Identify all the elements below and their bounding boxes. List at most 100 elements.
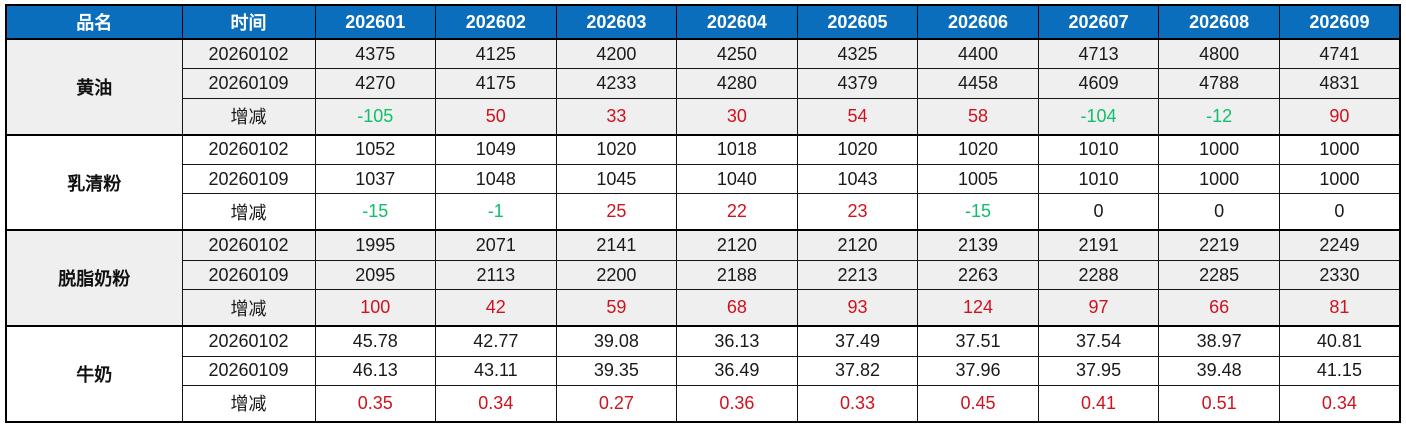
value-cell: 40.81 — [1278, 325, 1401, 357]
value-cell: 4233 — [555, 68, 678, 99]
change-cell: -15 — [917, 193, 1039, 231]
change-cell: 0.33 — [796, 384, 919, 423]
change-cell: 42 — [435, 289, 557, 327]
change-cell: -12 — [1158, 97, 1280, 136]
value-cell: 4788 — [1158, 68, 1280, 99]
change-cell: 0.34 — [1278, 384, 1401, 423]
change-cell: -1 — [435, 193, 557, 231]
value-cell: 4325 — [796, 38, 919, 70]
value-cell: 1040 — [676, 164, 798, 195]
value-cell: 36.49 — [676, 355, 798, 386]
value-cell: 1049 — [435, 133, 557, 166]
product-name: 乳清粉 — [5, 133, 183, 231]
product-name: 牛奶 — [5, 325, 183, 423]
change-cell: 0.27 — [555, 384, 678, 423]
value-cell: 1052 — [314, 133, 437, 166]
change-cell: 81 — [1278, 289, 1401, 327]
value-cell: 37.51 — [917, 325, 1039, 357]
change-cell: 25 — [555, 193, 678, 231]
value-cell: 2120 — [796, 229, 919, 261]
product-name: 脱脂奶粉 — [5, 229, 183, 327]
value-cell: 2188 — [676, 259, 798, 291]
change-cell: 90 — [1278, 97, 1401, 136]
date-row-label: 20260102 — [181, 325, 316, 357]
value-cell: 1020 — [917, 133, 1039, 166]
date-row-label: 20260102 — [181, 133, 316, 166]
change-cell: 124 — [917, 289, 1039, 327]
value-cell: 1010 — [1037, 164, 1160, 195]
change-row-label: 增减 — [181, 193, 316, 231]
header-period: 202607 — [1037, 4, 1160, 40]
value-cell: 37.54 — [1037, 325, 1160, 357]
change-cell: 100 — [314, 289, 437, 327]
header-period: 202609 — [1278, 4, 1401, 40]
value-cell: 41.15 — [1278, 355, 1401, 386]
change-cell: 58 — [917, 97, 1039, 136]
value-cell: 37.96 — [917, 355, 1039, 386]
table-row: 牛奶 20260102 45.78 42.77 39.08 36.13 37.49 37.51… — [5, 325, 1401, 423]
value-cell: 39.48 — [1158, 355, 1280, 386]
date-row-label: 20260109 — [181, 355, 316, 386]
value-cell: 1000 — [1158, 133, 1280, 166]
header-period: 202601 — [314, 4, 437, 40]
value-cell: 4400 — [917, 38, 1039, 70]
value-cell: 37.82 — [796, 355, 919, 386]
value-cell: 1010 — [1037, 133, 1160, 166]
header-product-name: 品名 — [5, 4, 183, 40]
change-cell: 68 — [676, 289, 798, 327]
value-cell: 39.35 — [555, 355, 678, 386]
change-cell: 66 — [1158, 289, 1280, 327]
value-cell: 38.97 — [1158, 325, 1280, 357]
table-row: 20260109 46.13 43.11 39.35 36.49 37.82 37.96 37… — [6, 355, 1401, 386]
change-cell: 0.34 — [435, 384, 557, 423]
change-cell: -104 — [1037, 97, 1160, 136]
change-cell: 0.36 — [676, 384, 798, 423]
header-period: 202606 — [917, 4, 1039, 40]
value-cell: 43.11 — [435, 355, 557, 386]
table-row: 20260109 4270 4175 4233 4280 4379 4458 4609 4788… — [6, 68, 1401, 99]
change-cell: 23 — [796, 193, 919, 231]
value-cell: 2139 — [917, 229, 1039, 261]
table-row: 增减 100 42 59 68 93 124 97 66 81 — [6, 289, 1401, 327]
value-cell: 4379 — [796, 68, 919, 99]
change-cell: 0 — [1037, 193, 1160, 231]
change-cell: 50 — [435, 97, 557, 136]
date-row-label: 20260102 — [181, 38, 316, 70]
value-cell: 2141 — [555, 229, 678, 261]
header-time: 时间 — [181, 4, 316, 40]
value-cell: 1005 — [917, 164, 1039, 195]
header-period: 202602 — [435, 4, 557, 40]
change-cell: 59 — [555, 289, 678, 327]
value-cell: 45.78 — [314, 325, 437, 357]
value-cell: 46.13 — [314, 355, 437, 386]
value-cell: 36.13 — [676, 325, 798, 357]
table-row: 20260109 2095 2113 2200 2188 2213 2263 2288 2285… — [6, 259, 1401, 291]
table-row: 20260109 1037 1048 1045 1040 1043 1005 1010 1000… — [6, 164, 1401, 195]
change-row-label: 增减 — [181, 289, 316, 327]
change-cell: 0 — [1158, 193, 1280, 231]
header-row: 品名 时间 202601 202602 202603 202604 202605 2026… — [5, 4, 1401, 40]
change-cell: 0.35 — [314, 384, 437, 423]
table-row: 黄油 20260102 4375 4125 4200 4250 4325 4400 4713 48… — [5, 38, 1401, 136]
value-cell: 2120 — [676, 229, 798, 261]
table-row: 乳清粉 20260102 1052 1049 1020 1018 1020 1020 1010 1… — [5, 133, 1401, 231]
value-cell: 4375 — [314, 38, 437, 70]
table-row: 脱脂奶粉 20260102 1995 2071 2141 2120 2120 2139 2191… — [5, 229, 1401, 327]
value-cell: 1020 — [796, 133, 919, 166]
table-body: 黄油 20260102 4375 4125 4200 4250 4325 4400 4713 48… — [5, 38, 1401, 423]
table-row: 增减 -105 50 33 30 54 58 -104 -12 90 — [6, 97, 1401, 136]
value-cell: 1000 — [1278, 164, 1401, 195]
price-table: 品名 时间 202601 202602 202603 202604 202605 2026… — [5, 4, 1401, 423]
change-cell: 97 — [1037, 289, 1160, 327]
product-name: 黄油 — [5, 38, 183, 136]
change-cell: 0 — [1278, 193, 1401, 231]
value-cell: 1995 — [314, 229, 437, 261]
value-cell: 2249 — [1278, 229, 1401, 261]
value-cell: 4713 — [1037, 38, 1160, 70]
table-row: 增减 0.35 0.34 0.27 0.36 0.33 0.45 0.41 0.51 0.34 — [6, 384, 1401, 423]
change-cell: 0.45 — [917, 384, 1039, 423]
value-cell: 1043 — [796, 164, 919, 195]
value-cell: 2330 — [1278, 259, 1401, 291]
value-cell: 4250 — [676, 38, 798, 70]
change-cell: 0.51 — [1158, 384, 1280, 423]
